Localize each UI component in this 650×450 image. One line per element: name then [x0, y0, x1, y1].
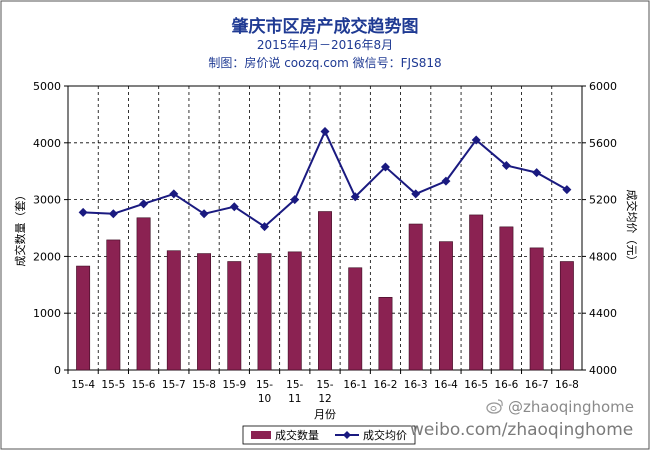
x-tick-label-line2: 10: [258, 393, 271, 405]
chart-source-line: 制图：房价说 coozq.com 微信号：FJS818: [208, 56, 442, 70]
bar-15-5: [106, 239, 121, 371]
price-point-15-5: [108, 209, 118, 219]
price-point-15-8: [199, 209, 209, 219]
bar-15-7: [166, 250, 181, 371]
bar-16-6: [499, 226, 514, 371]
x-tick-label: 16-2: [374, 379, 398, 391]
x-tick-label: 15-7: [162, 379, 186, 391]
y-left-axis-title: 成交数量（套）: [13, 190, 27, 267]
bar-15-12: [318, 211, 332, 371]
price-point-15-4: [78, 207, 88, 217]
bar-15-6: [136, 217, 151, 371]
y-left-tick-label: 1000: [33, 307, 61, 320]
legend-box: [242, 425, 416, 445]
y-right-tick-label: 4400: [589, 307, 617, 320]
price-point-16-1: [350, 192, 360, 202]
x-tick-label-line2: 12: [318, 393, 331, 405]
bar-15-4: [76, 265, 91, 371]
price-point-16-4: [441, 176, 451, 186]
price-point-16-2: [380, 162, 390, 172]
bar-15-11: [287, 251, 302, 371]
legend-swatch-bar: [251, 431, 271, 439]
bar-15-9: [227, 261, 242, 371]
price-point-15-7: [169, 189, 179, 199]
legend-swatch-marker: [343, 431, 351, 439]
x-tick-label: 15-4: [71, 379, 95, 391]
x-tick-label: 16-5: [464, 379, 488, 391]
y-left-tick-label: 2000: [33, 250, 61, 263]
x-tick-label: 16-7: [525, 379, 549, 391]
x-tick-label: 15-9: [222, 379, 246, 391]
price-point-15-9: [229, 202, 239, 212]
bar-16-7: [529, 247, 544, 371]
y-right-tick-label: 6000: [589, 80, 617, 93]
y-left-tick-label: 3000: [33, 194, 61, 207]
weibo-logo-icon: [486, 399, 503, 414]
chart-subtitle: 2015年4月－2016年8月: [256, 38, 394, 52]
y-right-tick-label: 5600: [589, 137, 617, 150]
y-left-tick-label: 0: [54, 364, 61, 377]
watermark-handle: @zhaoqinghome: [508, 398, 634, 416]
price-point-15-12: [320, 126, 330, 136]
price-point-15-10: [260, 222, 270, 232]
x-tick-label: 16-8: [555, 379, 579, 391]
price-point-16-3: [411, 189, 421, 199]
x-tick-label: 15-6: [132, 379, 156, 391]
x-tick-label: 15-8: [192, 379, 216, 391]
legend-label-bar: 成交数量: [275, 428, 319, 442]
bar-16-5: [469, 214, 484, 371]
bar-16-1: [348, 267, 363, 371]
x-axis-title: 月份: [314, 408, 336, 421]
x-tick-label: 15-: [286, 379, 303, 391]
x-tick-label: 16-4: [434, 379, 458, 391]
y-right-axis-title: 成交均价（元）: [625, 190, 639, 267]
y-left-tick-label: 5000: [33, 80, 61, 93]
price-point-16-6: [501, 161, 511, 171]
bar-16-3: [408, 223, 423, 371]
legend-label-line: 成交均价: [363, 428, 407, 442]
bar-16-8: [559, 261, 574, 371]
x-tick-label: 16-1: [343, 379, 367, 391]
price-point-15-6: [139, 199, 149, 209]
x-tick-label: 15-5: [101, 379, 125, 391]
y-right-tick-label: 5200: [589, 194, 617, 207]
bar-15-8: [197, 253, 212, 371]
y-right-tick-label: 4000: [589, 364, 617, 377]
x-tick-label: 15-: [316, 379, 333, 391]
bar-16-2: [378, 296, 393, 371]
price-point-16-8: [562, 185, 572, 195]
x-tick-label-line2: 11: [288, 393, 301, 405]
bar-15-10: [257, 253, 272, 371]
price-point-16-5: [471, 135, 481, 145]
bar-16-4: [438, 241, 453, 371]
price-point-15-11: [290, 195, 300, 205]
y-left-tick-label: 4000: [33, 137, 61, 150]
x-tick-label: 16-6: [494, 379, 518, 391]
watermark-url: weibo.com/zhaoqinghome: [410, 420, 634, 440]
x-tick-label: 16-3: [404, 379, 428, 391]
x-tick-label: 15-: [256, 379, 273, 391]
y-right-tick-label: 4800: [589, 250, 617, 263]
price-point-16-7: [532, 168, 542, 178]
chart-title: 肇庆市区房产成交趋势图: [231, 17, 419, 37]
